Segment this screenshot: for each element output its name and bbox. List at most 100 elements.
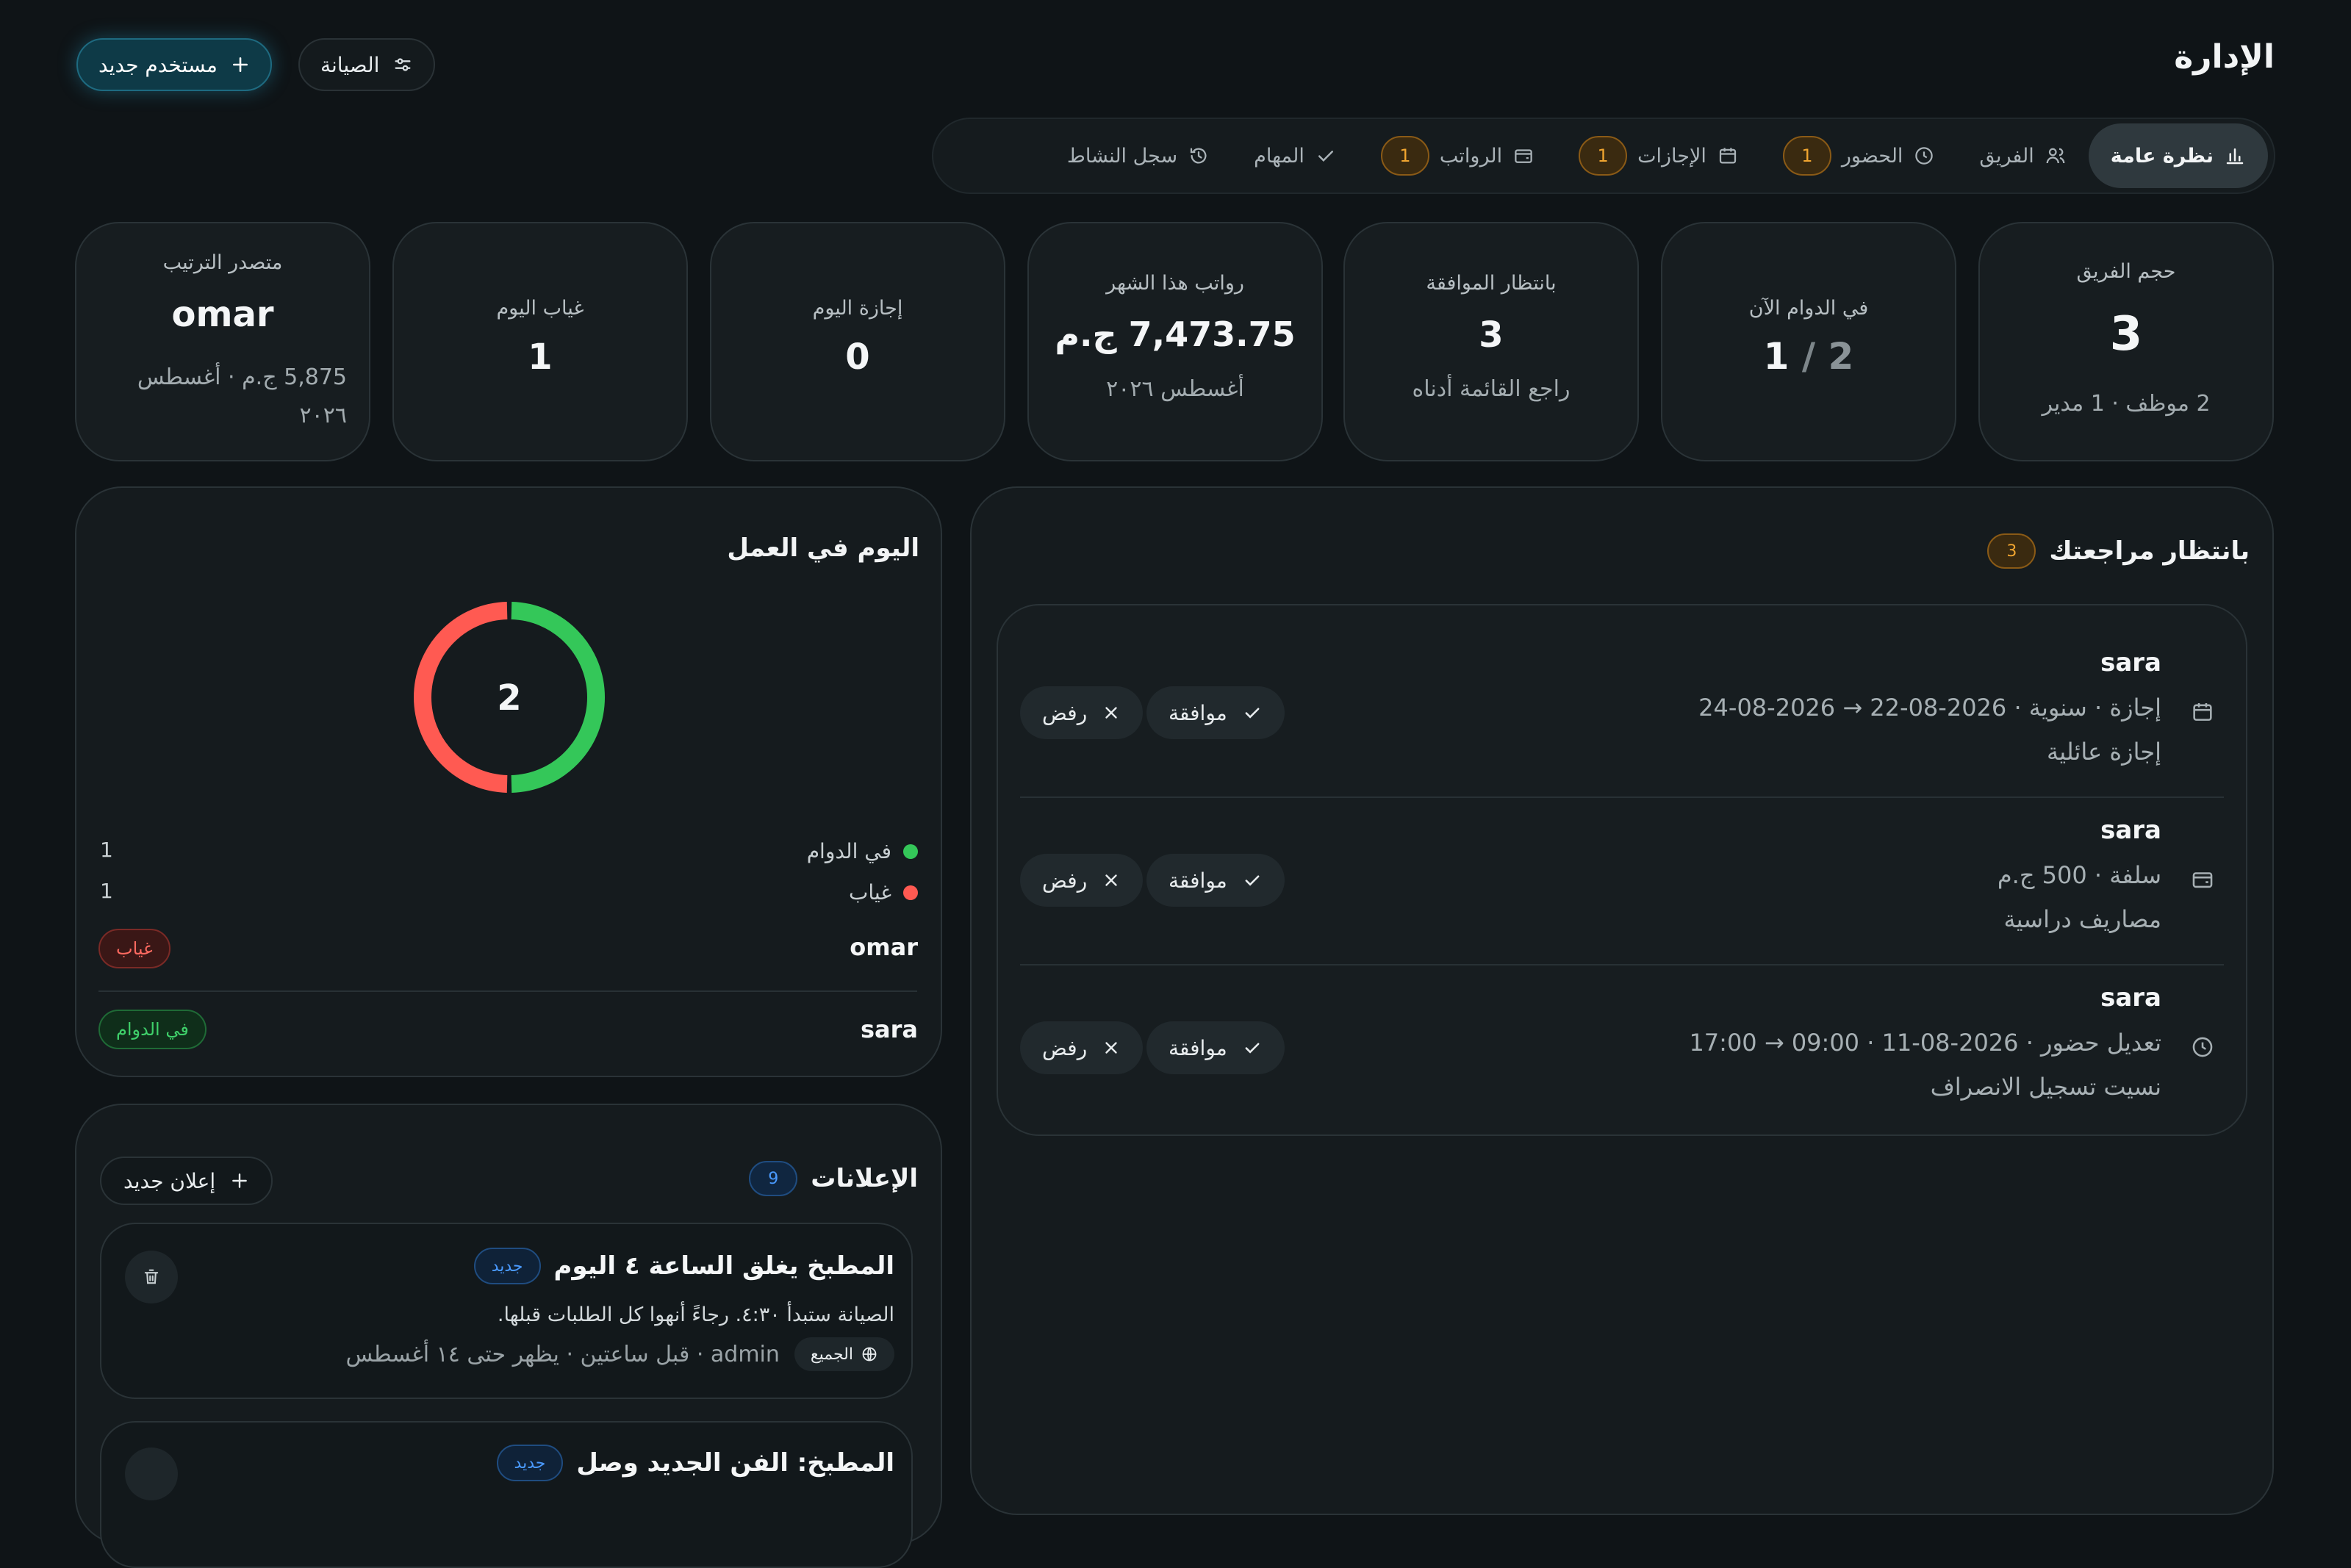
stat-value: 3 — [2109, 307, 2143, 362]
stat-label: بانتظار الموافقة — [1426, 272, 1557, 295]
announcement-title: المطبخ يغلق الساعة ٤ اليوم — [553, 1251, 894, 1281]
new-badge: جديد — [496, 1445, 564, 1481]
stat-value: 1 — [528, 337, 553, 378]
wallet-icon — [2190, 867, 2215, 892]
tab-label: الرواتب — [1439, 144, 1503, 168]
tab-badge: 1 — [1782, 136, 1831, 176]
request-name: sara — [2100, 816, 2161, 845]
announcements-header: الإعلانات 9 — [749, 1161, 918, 1196]
request-details: تعديل حضور · 2026-08-11 · 09:00 → 17:00 — [1689, 1029, 2161, 1057]
legend-label: غياب — [849, 880, 891, 905]
stat-value: 7,473.75 ج.م — [1055, 314, 1296, 354]
check-icon — [1315, 145, 1337, 167]
tab-bar: نظرة عامة الفريق الحضور 1 الإجازات 1 الر… — [932, 118, 2275, 194]
stat-value: 3 — [1479, 314, 1504, 356]
tab-payroll[interactable]: الرواتب 1 — [1359, 123, 1557, 188]
announcement-header: المطبخ: الفن الجديد وصل جديد — [496, 1445, 894, 1481]
tab-label: الفريق — [1979, 144, 2034, 168]
pending-review-header: بانتظار مراجعتك 3 — [1987, 533, 2250, 569]
plus-icon — [231, 55, 250, 74]
status-badge: في الدوام — [98, 1010, 207, 1049]
close-icon — [1102, 871, 1121, 890]
stat-payroll: رواتب هذا الشهر 7,473.75 ج.م أغسطس ٢٠٢٦ — [1027, 222, 1323, 461]
reject-label: رفض — [1042, 700, 1088, 725]
stat-absent-today: غياب اليوم 1 — [392, 222, 688, 461]
reject-button[interactable]: رفض — [1020, 686, 1144, 739]
approve-button[interactable]: موافقة — [1146, 854, 1285, 907]
section-title: الإعلانات — [811, 1164, 918, 1193]
legend-swatch — [903, 844, 918, 859]
approve-label: موافقة — [1169, 868, 1227, 893]
announcement-card — [100, 1421, 913, 1568]
stat-sub: راجع القائمة أدناه — [1412, 376, 1571, 402]
bar-chart-icon — [2224, 145, 2246, 167]
close-icon — [1102, 1038, 1121, 1057]
stat-label: حجم الفريق — [2076, 260, 2176, 283]
approve-button[interactable]: موافقة — [1146, 686, 1285, 739]
calendar-icon — [2190, 700, 2215, 724]
legend-value: 1 — [100, 838, 113, 862]
reject-button[interactable]: رفض — [1020, 1021, 1144, 1074]
tab-team[interactable]: الفريق — [1957, 123, 2088, 188]
section-title: اليوم في العمل — [727, 533, 919, 563]
trash-icon — [141, 1267, 162, 1287]
tab-label: الحضور — [1841, 144, 1903, 168]
calendar-icon — [1717, 145, 1739, 167]
donut-slice-absent — [414, 602, 508, 793]
wallet-icon — [1512, 145, 1535, 167]
check-icon — [1242, 702, 1263, 723]
donut-center-value: 2 — [497, 677, 521, 719]
request-name: sara — [2100, 983, 2161, 1013]
on-duty-total: 2 — [1828, 335, 1854, 378]
stat-on-duty: في الدوام الآن 1 / 2 — [1661, 222, 1956, 461]
tab-label: المهام — [1254, 144, 1304, 168]
new-user-button[interactable]: مستخدم جديد — [76, 38, 272, 91]
legend-value: 1 — [100, 879, 113, 903]
sliders-icon — [392, 54, 413, 75]
request-reason: مصاريف دراسية — [2003, 905, 2161, 933]
new-badge: جديد — [473, 1248, 541, 1284]
delete-button[interactable] — [125, 1251, 178, 1303]
clock-icon — [1913, 145, 1935, 167]
stat-label: غياب اليوم — [496, 297, 584, 320]
legend-item: غياب — [849, 880, 918, 905]
check-icon — [1242, 870, 1263, 891]
tab-activity-log[interactable]: سجل النشاط — [1045, 123, 1232, 188]
tab-label: سجل النشاط — [1066, 144, 1178, 168]
announcement-title: المطبخ: الفن الجديد وصل — [576, 1448, 894, 1478]
legend-swatch — [903, 885, 918, 900]
stat-label: في الدوام الآن — [1748, 297, 1869, 320]
announcement-body: الصيانة ستبدأ ٤:٣٠. رجاءً أنهوا كل الطلب… — [497, 1303, 894, 1326]
close-icon — [1102, 703, 1121, 722]
announcement-meta: الجميع admin · قبل ساعتين · يظهر حتى ١٤ … — [345, 1337, 894, 1371]
new-announcement-button[interactable]: إعلان جديد — [100, 1157, 273, 1205]
stat-sub: 5,875 ج.م · أغسطس ٢٠٢٦ — [137, 364, 347, 428]
tab-label: الإجازات — [1637, 144, 1706, 168]
reject-button[interactable]: رفض — [1020, 854, 1144, 907]
announcement-header: المطبخ يغلق الساعة ٤ اليوم جديد — [473, 1248, 894, 1284]
request-details: سلفة · 500 ج.م — [1997, 861, 2161, 889]
audience-badge: الجميع — [794, 1337, 894, 1371]
tab-label: نظرة عامة — [2110, 144, 2214, 168]
delete-button[interactable] — [125, 1447, 178, 1500]
divider — [1020, 964, 2224, 965]
new-user-label: مستخدم جديد — [98, 52, 218, 77]
divider — [98, 990, 917, 992]
tab-attendance[interactable]: الحضور 1 — [1761, 123, 1958, 188]
tab-tasks[interactable]: المهام — [1232, 123, 1359, 188]
request-details: إجازة · سنوية · 2026-08-22 → 2026-08-24 — [1698, 694, 2161, 722]
donut-slice-on-duty — [511, 602, 605, 793]
approve-button[interactable]: موافقة — [1146, 1021, 1285, 1074]
stat-pending: بانتظار الموافقة 3 راجع القائمة أدناه — [1343, 222, 1639, 461]
person-name: omar — [850, 933, 918, 961]
tab-overview[interactable]: نظرة عامة — [2088, 123, 2268, 188]
stat-leave-today: إجازة اليوم 0 — [710, 222, 1005, 461]
plus-icon — [230, 1171, 249, 1190]
maintenance-button[interactable]: الصيانة — [298, 38, 436, 91]
tab-leaves[interactable]: الإجازات 1 — [1557, 123, 1761, 188]
stat-label: رواتب هذا الشهر — [1106, 272, 1244, 295]
legend-label: في الدوام — [806, 839, 891, 863]
stat-value: 1 / 2 — [1763, 335, 1854, 378]
tab-badge: 1 — [1380, 136, 1429, 176]
section-title: بانتظار مراجعتك — [2049, 536, 2250, 566]
